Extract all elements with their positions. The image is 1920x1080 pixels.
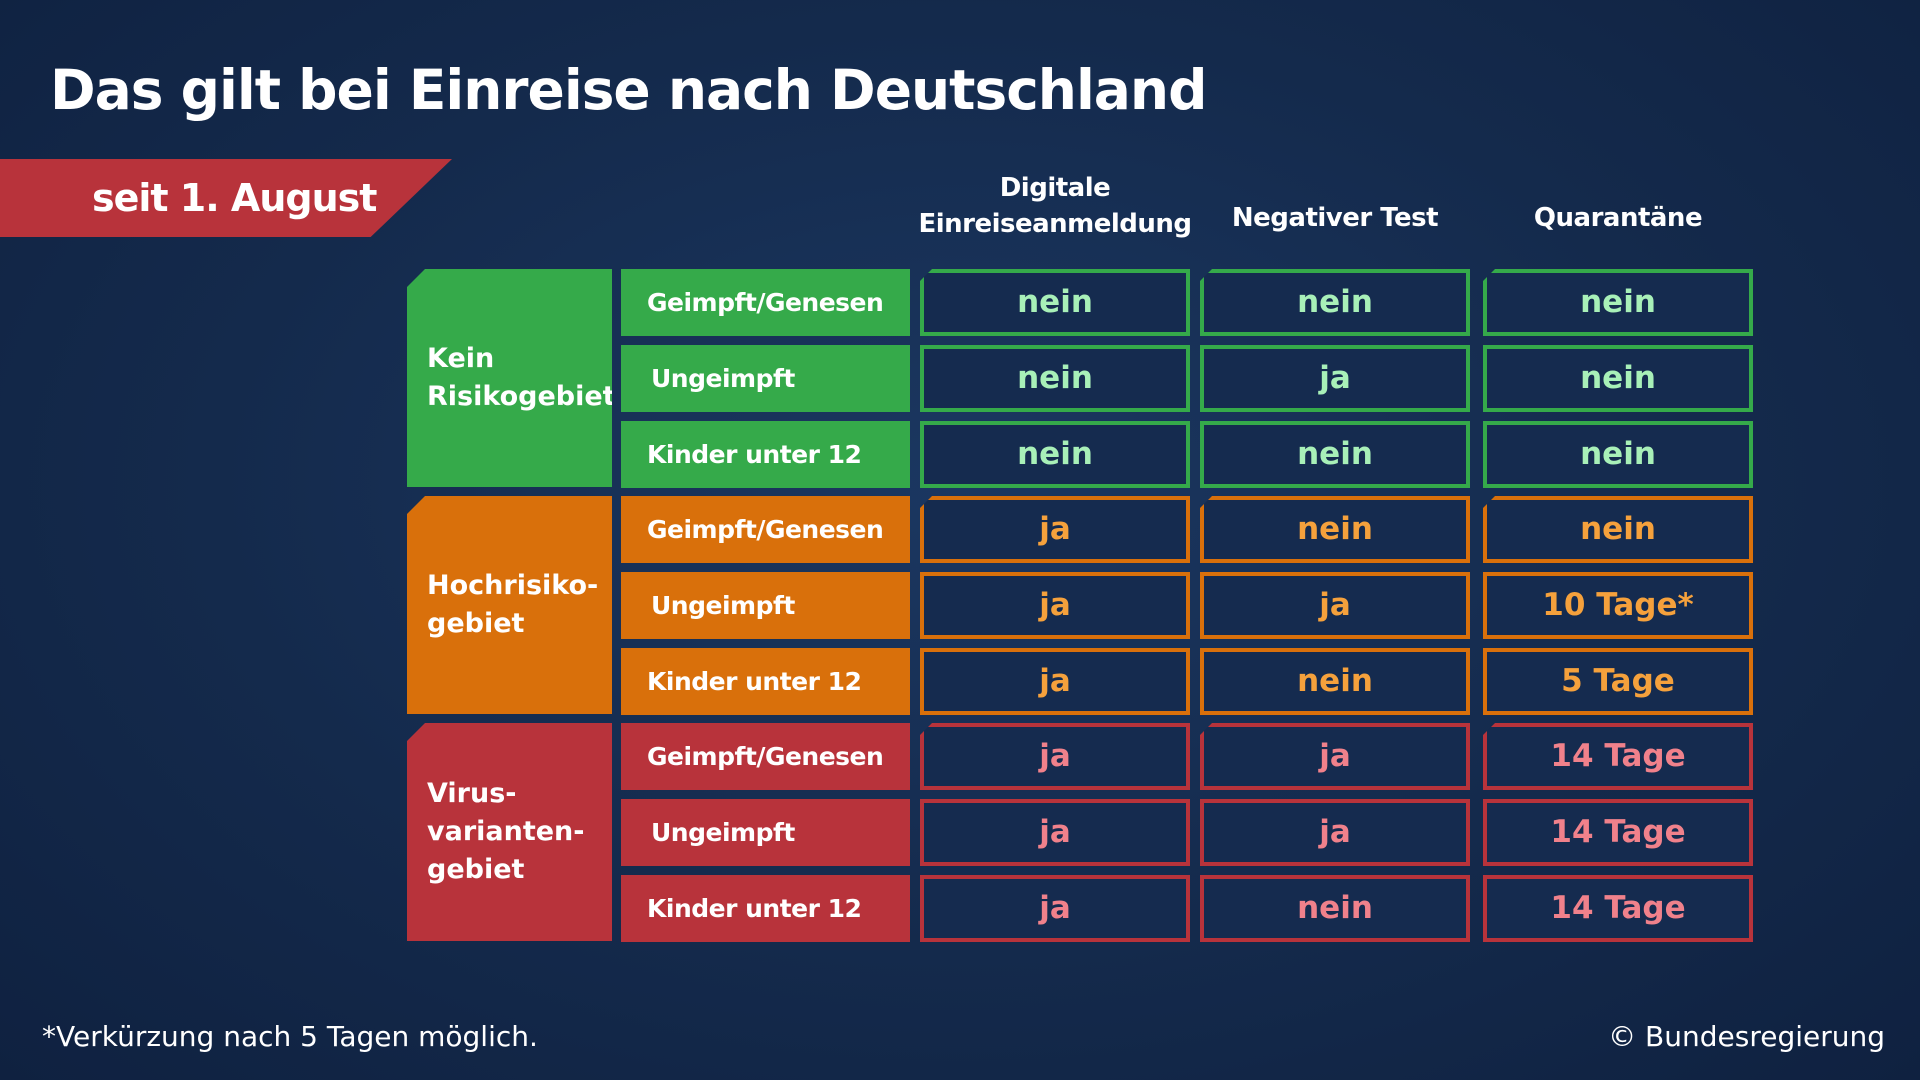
value-cell: ja (920, 875, 1190, 942)
row-label: Kinder unter 12 (621, 648, 910, 715)
value-cell: nein (1200, 421, 1470, 488)
value-cell: ja (920, 799, 1190, 866)
value-cell: nein (1483, 421, 1753, 488)
value-cell: 14 Tage (1483, 875, 1753, 942)
group-red: Virus- varianten- gebiet (407, 723, 612, 941)
value-cell: nein (1483, 269, 1753, 336)
row-label: Ungeimpft (621, 572, 910, 639)
value-cell: nein (920, 345, 1190, 412)
value-cell: nein (1200, 648, 1470, 715)
group-label: Hochrisiko- gebiet (427, 570, 599, 639)
value-cell: 14 Tage (1483, 723, 1753, 790)
value-cell: ja (1200, 799, 1470, 866)
value-cell: 10 Tage* (1483, 572, 1753, 639)
value-cell: nein (1200, 875, 1470, 942)
row-label: Ungeimpft (621, 799, 910, 866)
value-cell: ja (920, 572, 1190, 639)
value-cell: 14 Tage (1483, 799, 1753, 866)
value-cell: ja (920, 723, 1190, 790)
group-orange: Hochrisiko- gebiet (407, 496, 612, 714)
group-label: Virus- varianten- gebiet (427, 778, 585, 885)
column-header-2: Negativer Test (1231, 203, 1439, 233)
value-cell: 5 Tage (1483, 648, 1753, 715)
value-cell: ja (920, 496, 1190, 563)
value-cell: nein (920, 421, 1190, 488)
value-cell: nein (1483, 345, 1753, 412)
row-label: Geimpft/Genesen (621, 496, 910, 563)
row-label: Geimpft/Genesen (621, 723, 910, 790)
value-cell: nein (920, 269, 1190, 336)
date-banner: seit 1. August (0, 159, 452, 237)
row-label: Ungeimpft (621, 345, 910, 412)
row-label: Geimpft/Genesen (621, 269, 910, 336)
column-header-1: Digitale Einreiseanmeldung (918, 173, 1192, 239)
value-cell: nein (1483, 496, 1753, 563)
date-label: seit 1. August (92, 176, 377, 220)
value-cell: ja (1200, 345, 1470, 412)
column-header-3: Quarantäne (1533, 203, 1703, 233)
value-cell: ja (920, 648, 1190, 715)
page-title: Das gilt bei Einreise nach Deutschland (50, 58, 1207, 122)
group-label: Kein Risikogebiet (427, 343, 616, 412)
row-label: Kinder unter 12 (621, 421, 910, 488)
value-cell: ja (1200, 723, 1470, 790)
value-cell: nein (1200, 269, 1470, 336)
group-green: Kein Risikogebiet (407, 269, 612, 487)
row-label: Kinder unter 12 (621, 875, 910, 942)
copyright: © Bundesregierung (1608, 1020, 1885, 1053)
value-cell: nein (1200, 496, 1470, 563)
value-cell: ja (1200, 572, 1470, 639)
footnote: *Verkürzung nach 5 Tagen möglich. (42, 1020, 538, 1053)
